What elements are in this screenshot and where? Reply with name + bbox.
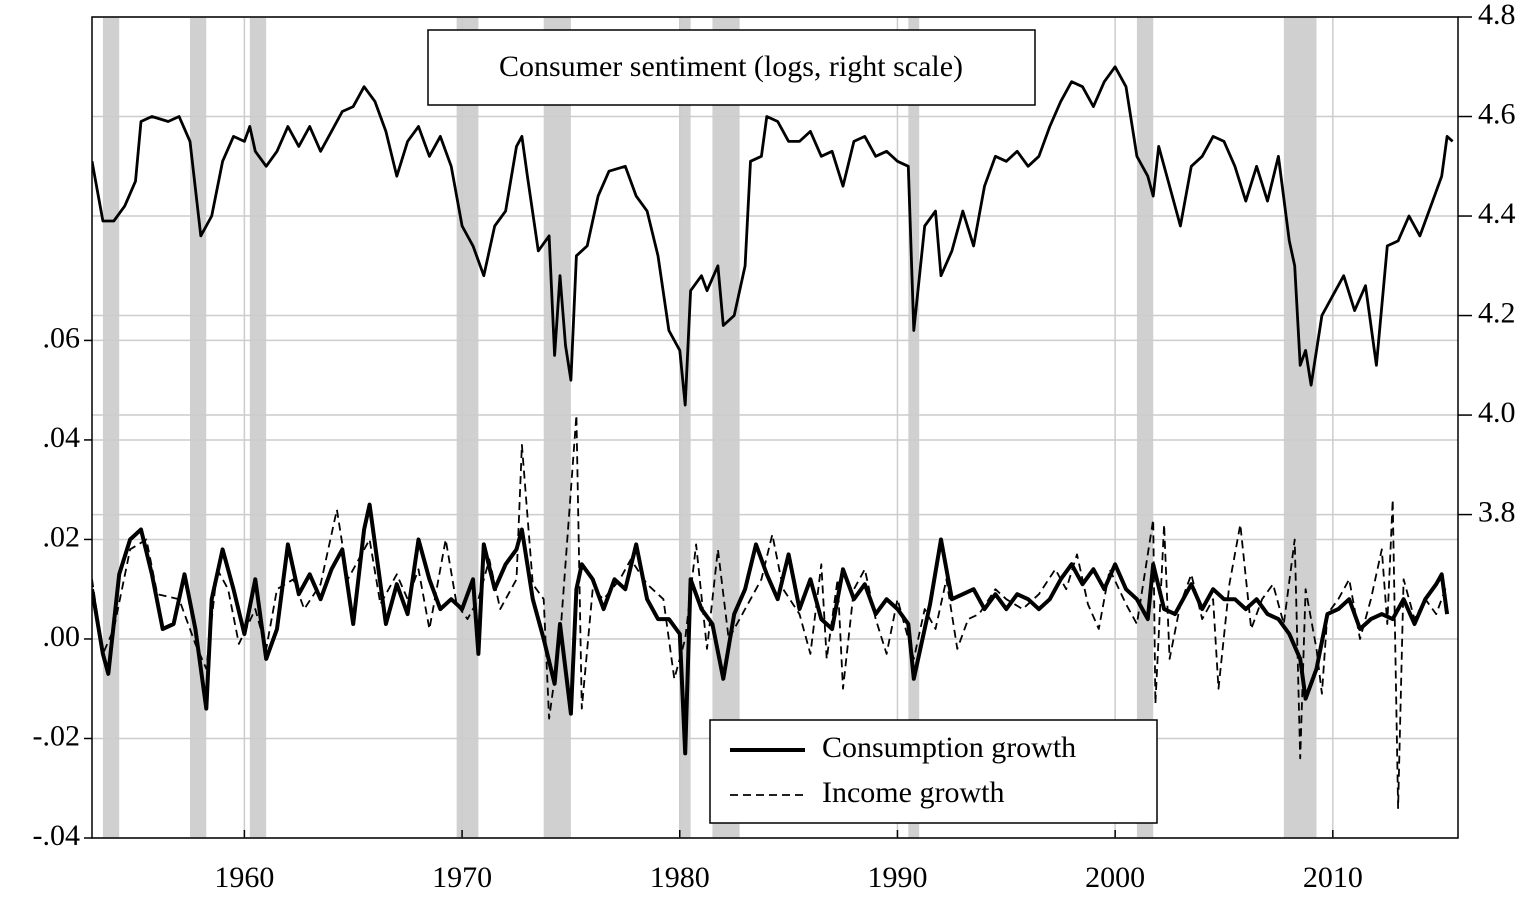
x-tick-label: 1970	[432, 861, 492, 894]
recession-band	[102, 17, 120, 838]
legend-label: Income growth	[822, 776, 1004, 809]
recession-band	[712, 17, 740, 838]
series-line	[92, 502, 1450, 756]
recession-band	[543, 17, 571, 838]
y-tick-label: .04	[43, 421, 81, 454]
y-tick-label: .00	[43, 620, 81, 653]
y-tick-label: -.04	[33, 819, 81, 852]
recession-band	[908, 17, 920, 838]
y2-tick-label: 4.4	[1478, 197, 1516, 230]
recession-band	[1136, 17, 1154, 838]
recession-band	[1283, 17, 1317, 838]
y-tick-label: .02	[43, 520, 81, 553]
y-tick-label: .06	[43, 321, 81, 354]
legend-box	[709, 719, 1158, 824]
x-tick-label: 2000	[1085, 861, 1145, 894]
annotation-box	[427, 29, 1036, 106]
legend-label: Consumption growth	[822, 731, 1076, 764]
recession-band	[189, 17, 207, 838]
y2-tick-label: 3.8	[1478, 495, 1516, 528]
x-tick-label: 2010	[1303, 861, 1363, 894]
annotation: Consumer sentiment (logs, right scale)	[499, 50, 963, 83]
series-line	[92, 414, 1448, 809]
x-tick-label: 1990	[867, 861, 927, 894]
y2-tick-label: 4.0	[1478, 396, 1516, 429]
y-tick-label: -.02	[33, 719, 81, 752]
y2-tick-label: 4.8	[1478, 0, 1516, 31]
series-line	[92, 65, 1454, 407]
x-tick-label: 1960	[214, 861, 274, 894]
recession-band	[456, 17, 479, 838]
plot-frame	[91, 16, 1459, 839]
x-tick-label: 1980	[650, 861, 710, 894]
recession-band	[679, 17, 691, 838]
y2-tick-label: 4.2	[1478, 296, 1516, 329]
y2-tick-label: 4.6	[1478, 97, 1516, 130]
